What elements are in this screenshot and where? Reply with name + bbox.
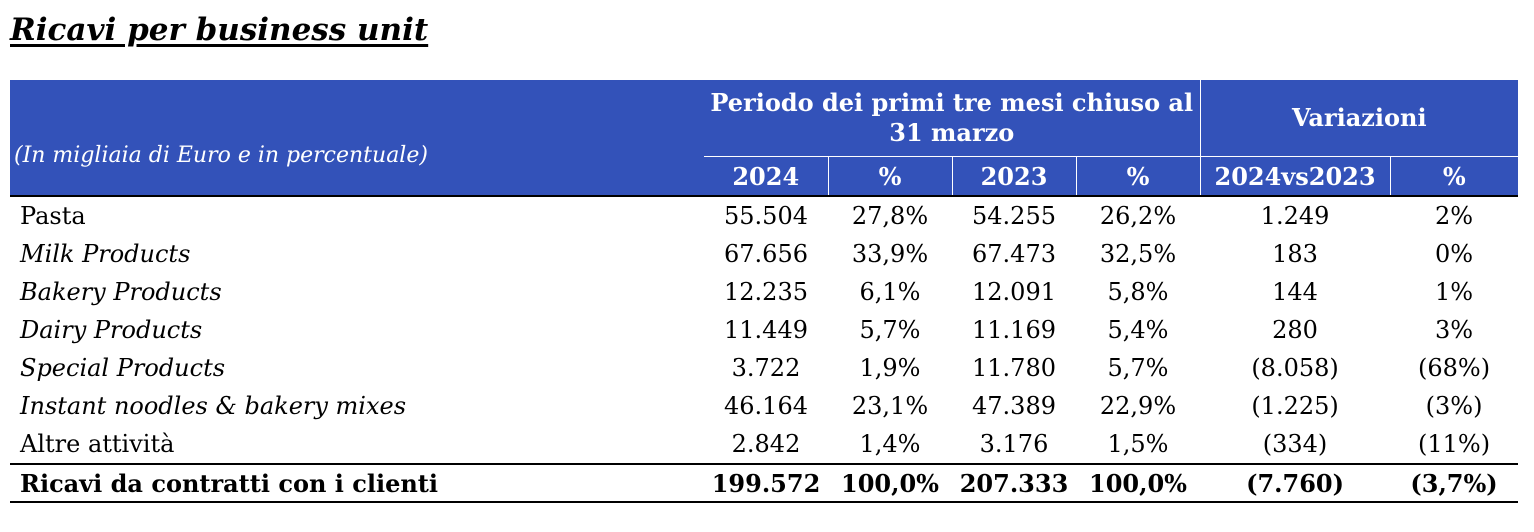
- cell-pct-variation: 1%: [1435, 278, 1474, 306]
- cell-2023: 12.091: [972, 278, 1056, 306]
- cell-2023: 11.169: [972, 316, 1056, 344]
- revenue-table: (In migliaia di Euro e in percentuale) P…: [10, 80, 1519, 503]
- cell-2023: 3.176: [979, 430, 1049, 458]
- row-label: Milk Products: [20, 240, 191, 268]
- total-variation: (7.760): [1200, 463, 1391, 503]
- cell-2023: 54.255: [972, 202, 1056, 230]
- cell-variation: (334): [1262, 430, 1328, 458]
- row-label: Altre attività: [20, 430, 175, 458]
- row-label: Special Products: [20, 354, 226, 382]
- total-pct-2023: 100,0%: [1076, 463, 1201, 503]
- col-header-pct-2023: %: [1076, 156, 1201, 197]
- cell-pct-2024: 6,1%: [859, 278, 921, 306]
- table-row: Bakery Products 12.235 6,1% 12.091 5,8% …: [10, 273, 1518, 311]
- table-row: Milk Products 67.656 33,9% 67.473 32,5% …: [10, 235, 1518, 273]
- cell-2024: 55.504: [724, 202, 808, 230]
- row-label: Instant noodles & bakery mixes: [20, 392, 407, 420]
- col-header-2023: 2023: [952, 156, 1077, 197]
- cell-2024: 46.164: [724, 392, 808, 420]
- col-header-pct-2024: %: [828, 156, 953, 197]
- cell-pct-variation: 0%: [1435, 240, 1474, 268]
- cell-pct-2023: 5,8%: [1107, 278, 1169, 306]
- cell-2024: 12.235: [724, 278, 808, 306]
- cell-variation: (8.058): [1251, 354, 1339, 382]
- cell-pct-2023: 22,9%: [1099, 392, 1177, 420]
- cell-pct-variation: 3%: [1435, 316, 1474, 344]
- cell-2024: 11.449: [724, 316, 808, 344]
- row-label: Pasta: [20, 202, 86, 230]
- page-title: Ricavi per business unit: [10, 12, 429, 48]
- cell-2024: 3.722: [731, 354, 801, 382]
- table-row: Instant noodles & bakery mixes 46.164 23…: [10, 387, 1518, 425]
- cell-pct-2024: 33,9%: [851, 240, 929, 268]
- cell-pct-variation: 2%: [1435, 202, 1474, 230]
- cell-2024: 2.842: [731, 430, 801, 458]
- total-pct-variation: (3,7%): [1390, 463, 1519, 503]
- cell-variation: 280: [1272, 316, 1318, 344]
- total-2024: 199.572: [704, 463, 828, 503]
- col-header-pct-variation: %: [1390, 156, 1519, 197]
- row-label: Dairy Products: [20, 316, 203, 344]
- table-row: Altre attività 2.842 1,4% 3.176 1,5% (33…: [10, 425, 1518, 464]
- period-header: Periodo dei primi tre mesi chiuso al 31 …: [704, 80, 1201, 157]
- cell-pct-variation: (3%): [1425, 392, 1483, 420]
- cell-pct-2024: 1,4%: [859, 430, 921, 458]
- table-row: Pasta 55.504 27,8% 54.255 26,2% 1.249 2%: [10, 196, 1518, 235]
- table-row: Special Products 3.722 1,9% 11.780 5,7% …: [10, 349, 1518, 387]
- col-header-2024: 2024: [704, 156, 829, 197]
- cell-pct-2023: 32,5%: [1099, 240, 1177, 268]
- table-row: Dairy Products 11.449 5,7% 11.169 5,4% 2…: [10, 311, 1518, 349]
- cell-pct-2023: 1,5%: [1107, 430, 1169, 458]
- variation-header: Variazioni: [1200, 80, 1519, 157]
- header-row-columns: 2024 % 2023 % 2024vs2023 %: [10, 156, 1519, 197]
- total-2023: 207.333: [952, 463, 1076, 503]
- total-pct-2024: 100,0%: [828, 463, 952, 503]
- cell-2023: 47.389: [972, 392, 1056, 420]
- cell-pct-2024: 5,7%: [859, 316, 921, 344]
- cell-variation: 144: [1272, 278, 1318, 306]
- cell-pct-2023: 26,2%: [1099, 202, 1177, 230]
- cell-pct-2023: 5,4%: [1107, 316, 1169, 344]
- cell-pct-2023: 5,7%: [1107, 354, 1169, 382]
- cell-pct-variation: (68%): [1418, 354, 1491, 382]
- cell-2023: 67.473: [972, 240, 1056, 268]
- cell-variation: 183: [1272, 240, 1318, 268]
- cell-pct-2024: 27,8%: [851, 202, 929, 230]
- col-header-variation: 2024vs2023: [1200, 156, 1391, 197]
- cell-variation: (1.225): [1251, 392, 1339, 420]
- cell-pct-2024: 23,1%: [851, 392, 929, 420]
- row-label: Bakery Products: [20, 278, 222, 306]
- header-row-group: (In migliaia di Euro e in percentuale) P…: [10, 80, 1519, 197]
- cell-2023: 11.780: [972, 354, 1056, 382]
- cell-2024: 67.656: [724, 240, 808, 268]
- cell-variation: 1.249: [1260, 202, 1330, 230]
- cell-pct-variation: (11%): [1418, 430, 1491, 458]
- unit-label: (In migliaia di Euro e in percentuale): [10, 80, 704, 197]
- cell-pct-2024: 1,9%: [859, 354, 921, 382]
- total-row: Ricavi da contratti con i clienti 199.57…: [10, 463, 1519, 503]
- total-label: Ricavi da contratti con i clienti: [10, 463, 704, 503]
